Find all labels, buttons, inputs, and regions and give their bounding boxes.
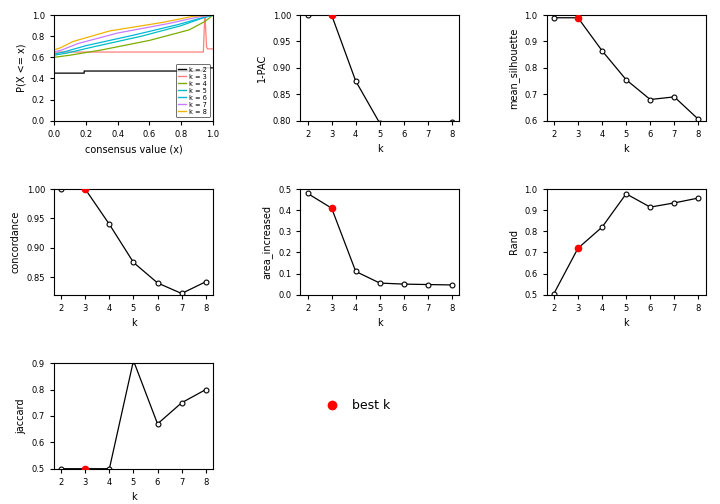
X-axis label: consensus value (x): consensus value (x) bbox=[84, 144, 182, 154]
Y-axis label: 1-PAC: 1-PAC bbox=[257, 54, 267, 82]
Y-axis label: jaccard: jaccard bbox=[16, 398, 26, 434]
X-axis label: k: k bbox=[130, 318, 136, 328]
Y-axis label: area_increased: area_increased bbox=[261, 205, 272, 279]
Legend: best k: best k bbox=[315, 394, 395, 417]
Y-axis label: P(X <= x): P(X <= x) bbox=[16, 44, 26, 92]
Legend: k = 2, k = 3, k = 4, k = 5, k = 6, k = 7, k = 8: k = 2, k = 3, k = 4, k = 5, k = 6, k = 7… bbox=[176, 64, 210, 117]
X-axis label: k: k bbox=[377, 318, 382, 328]
Y-axis label: mean_silhouette: mean_silhouette bbox=[508, 27, 519, 108]
X-axis label: k: k bbox=[130, 492, 136, 502]
X-axis label: k: k bbox=[377, 144, 382, 154]
X-axis label: k: k bbox=[624, 318, 629, 328]
Y-axis label: Rand: Rand bbox=[509, 229, 519, 255]
X-axis label: k: k bbox=[624, 144, 629, 154]
Y-axis label: concordance: concordance bbox=[11, 211, 21, 273]
